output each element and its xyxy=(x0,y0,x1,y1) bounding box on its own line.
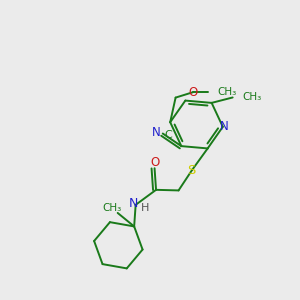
Text: N: N xyxy=(129,197,138,210)
Text: H: H xyxy=(140,203,149,213)
Text: S: S xyxy=(187,164,196,176)
Text: CH₃: CH₃ xyxy=(217,87,236,97)
Text: CH₃: CH₃ xyxy=(242,92,262,103)
Text: O: O xyxy=(188,86,198,99)
Text: N: N xyxy=(152,126,161,139)
Text: O: O xyxy=(150,156,159,169)
Text: N: N xyxy=(220,120,229,133)
Text: C: C xyxy=(165,130,172,140)
Text: CH₃: CH₃ xyxy=(102,203,121,213)
